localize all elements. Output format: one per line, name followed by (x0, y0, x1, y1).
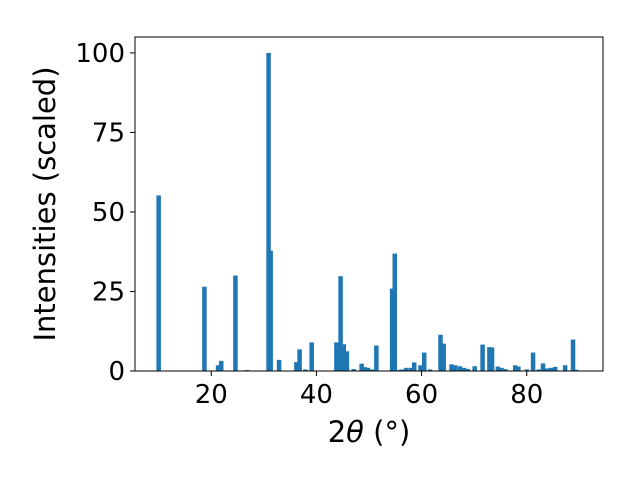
bar (573, 369, 579, 371)
bar (215, 365, 221, 371)
bar (489, 347, 495, 371)
bar (365, 367, 371, 371)
bar (344, 351, 350, 371)
bar (400, 369, 405, 371)
bar (294, 362, 299, 371)
y-tick-label: 0 (108, 357, 125, 387)
bar (461, 367, 467, 371)
x-tick-label: 80 (510, 380, 543, 410)
bar (562, 365, 568, 371)
bar (359, 363, 364, 371)
bar (487, 347, 492, 371)
y-tick-label: 25 (92, 277, 125, 307)
bar (480, 344, 485, 371)
bar (303, 369, 308, 371)
bar (452, 365, 458, 371)
bar (309, 342, 314, 371)
bar (545, 368, 550, 371)
bar (536, 369, 542, 371)
bar (516, 366, 521, 371)
bar (202, 286, 207, 371)
bar (524, 369, 529, 371)
bar (427, 369, 433, 371)
bar (392, 253, 398, 371)
bar (540, 363, 546, 371)
bar (411, 362, 417, 371)
x-axis-label: 2θ (°) (328, 415, 411, 449)
bar (438, 334, 443, 371)
bar (334, 342, 339, 371)
bar (276, 359, 282, 371)
bar (397, 369, 403, 371)
x-axis: 20 40 60 80 (195, 371, 543, 410)
bar (495, 366, 501, 371)
bars-group (156, 52, 579, 372)
bar (389, 288, 395, 371)
bar (369, 369, 375, 371)
x-axis-label-unit: (°) (364, 415, 410, 449)
bar (233, 275, 238, 371)
bar (548, 367, 554, 371)
bar (552, 366, 558, 371)
x-tick-label: 20 (195, 380, 228, 410)
y-tick-label: 50 (92, 198, 125, 228)
bar (266, 52, 271, 372)
bar (408, 367, 414, 371)
bar (268, 250, 273, 371)
y-axis: 0 25 50 75 100 (75, 39, 135, 387)
x-tick-label: 40 (300, 380, 333, 410)
bar (338, 276, 343, 371)
bar (351, 369, 356, 371)
bar (297, 349, 302, 371)
bar (465, 369, 471, 371)
bar (218, 360, 224, 371)
x-tick-label: 60 (405, 380, 438, 410)
x-axis-label-prefix: 2 (328, 415, 346, 449)
bar (499, 367, 504, 371)
bar (421, 352, 427, 371)
bar (570, 339, 576, 371)
bar (472, 366, 477, 371)
bar (362, 367, 368, 371)
bar (404, 367, 409, 371)
bar (449, 364, 454, 371)
bar (156, 195, 161, 371)
bar (512, 365, 518, 371)
bar (502, 369, 508, 371)
x-axis-label-theta: θ (346, 415, 364, 449)
y-axis-label: Intensities (scaled) (28, 66, 62, 341)
plot-frame (134, 36, 604, 372)
bar (418, 365, 423, 371)
bar (341, 344, 347, 371)
bar (457, 366, 463, 371)
bar (530, 352, 536, 371)
bar (441, 343, 446, 371)
bar (374, 345, 379, 371)
y-tick-label: 75 (92, 118, 125, 148)
y-tick-label: 100 (75, 39, 125, 69)
